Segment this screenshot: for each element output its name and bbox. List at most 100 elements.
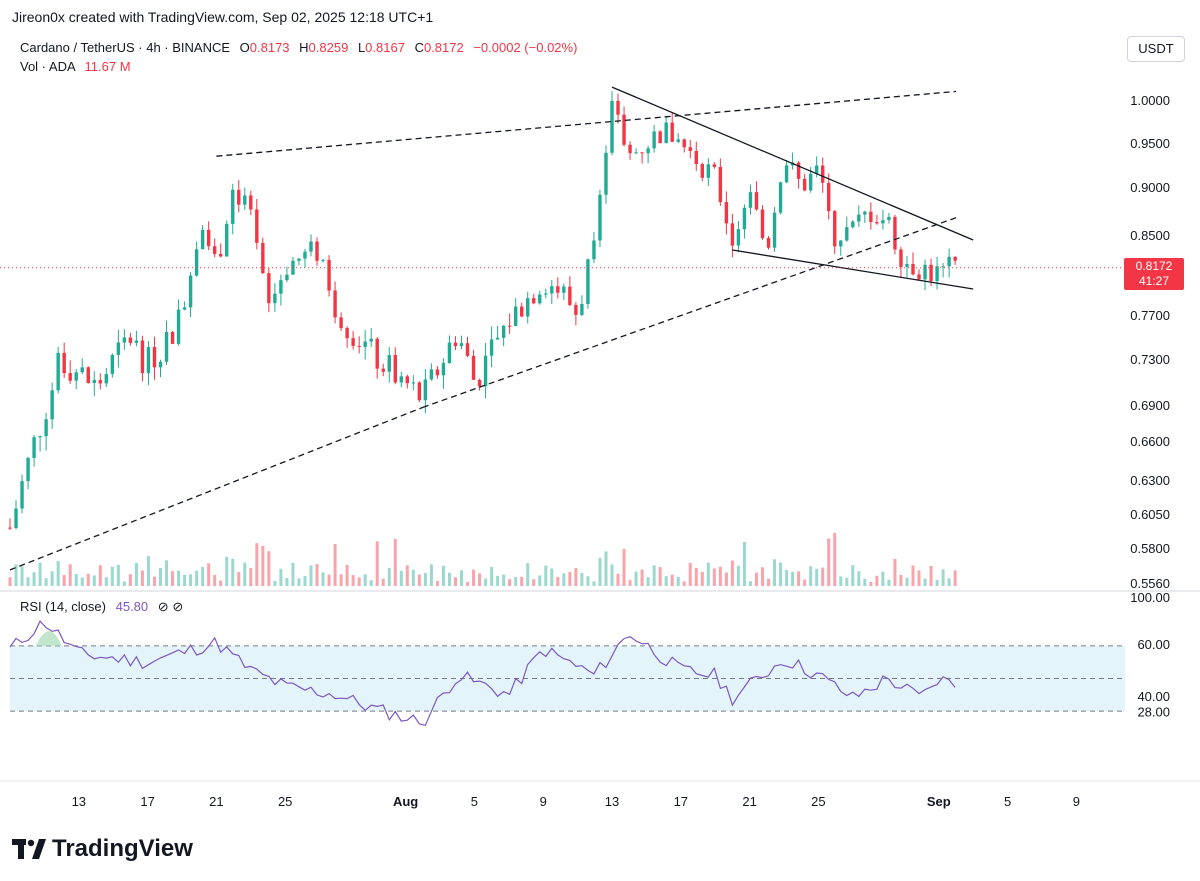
- volume-bar: [598, 558, 602, 586]
- candle: [369, 338, 373, 342]
- volume-bar: [219, 580, 223, 586]
- volume-bar: [297, 578, 301, 586]
- time-tick-label: 17: [674, 794, 688, 809]
- volume-bar: [20, 566, 24, 586]
- volume-bar: [634, 571, 638, 586]
- candle: [303, 251, 307, 259]
- volume-bar: [700, 571, 704, 586]
- volume-bar: [574, 568, 578, 586]
- volume-bar: [478, 573, 482, 586]
- volume-bar: [333, 543, 337, 586]
- candle: [267, 273, 271, 304]
- candle: [423, 379, 428, 401]
- volume-bar: [116, 564, 120, 586]
- chart-credit: Jireon0x created with TradingView.com, S…: [12, 9, 434, 25]
- candle: [658, 131, 662, 144]
- candle: [712, 164, 717, 167]
- volume-bar: [779, 562, 783, 586]
- candle: [38, 436, 42, 438]
- candle: [200, 229, 205, 250]
- volume-bar: [484, 578, 488, 586]
- symbol-name[interactable]: Cardano / TetherUS · 4h · BINANCE: [20, 40, 231, 55]
- volume-bar: [893, 558, 897, 586]
- candle: [110, 354, 115, 374]
- rsi-label[interactable]: RSI (14, close): [20, 599, 106, 614]
- candle: [917, 274, 921, 280]
- candle: [188, 275, 193, 308]
- open-value: 0.8173: [249, 40, 290, 55]
- candle: [664, 122, 668, 144]
- candle: [887, 216, 891, 221]
- candle: [225, 223, 229, 257]
- candle: [652, 131, 656, 149]
- volume-bar: [652, 565, 656, 586]
- candle: [50, 390, 54, 420]
- volume-bar: [556, 576, 560, 586]
- volume-bar: [809, 566, 813, 586]
- volume-bar: [676, 576, 680, 586]
- volume-bar: [165, 560, 169, 586]
- candle: [146, 347, 151, 374]
- candle: [905, 264, 909, 267]
- candle: [610, 100, 614, 153]
- volume-bar: [128, 574, 132, 586]
- volume-bar: [538, 575, 542, 586]
- high-label: H: [299, 40, 309, 55]
- candle: [194, 249, 199, 276]
- volume-bar: [291, 562, 295, 586]
- candle: [682, 139, 686, 148]
- candle: [748, 192, 753, 208]
- bar-countdown: 41:27: [1138, 274, 1170, 288]
- volume-bar: [393, 538, 397, 586]
- candle: [700, 164, 704, 178]
- candle: [206, 229, 211, 247]
- volume-bar: [369, 580, 373, 586]
- candle: [86, 367, 90, 383]
- candle: [8, 527, 12, 529]
- candle: [947, 256, 951, 267]
- hide-icon[interactable]: ⊘: [157, 599, 169, 614]
- candle: [351, 338, 355, 346]
- volume-bar: [315, 564, 319, 586]
- candle: [851, 221, 855, 228]
- volume-bar: [845, 577, 849, 586]
- currency-unit-button[interactable]: USDT: [1127, 36, 1185, 62]
- price-tick-label: 0.5800: [1130, 541, 1170, 556]
- volume-label[interactable]: Vol · ADA: [20, 59, 75, 74]
- candle: [68, 373, 72, 381]
- candle: [237, 189, 241, 205]
- candle: [483, 355, 488, 387]
- price-tick-label: 0.6300: [1130, 473, 1170, 488]
- volume-bar: [947, 578, 951, 586]
- time-tick-label: 21: [742, 794, 756, 809]
- candle: [170, 331, 175, 344]
- candle: [598, 194, 602, 241]
- candle: [429, 369, 434, 380]
- candle: [863, 211, 867, 215]
- candle: [604, 152, 608, 195]
- volume-bar: [869, 581, 873, 586]
- candle: [375, 338, 379, 369]
- volume-bar: [56, 561, 60, 586]
- candle: [44, 419, 48, 437]
- candle: [694, 150, 698, 165]
- volume-bar: [98, 565, 102, 586]
- candle: [640, 152, 644, 154]
- candle: [399, 376, 403, 383]
- volume-bar: [520, 576, 524, 586]
- volume-bar: [742, 541, 746, 586]
- hide-icon[interactable]: ⊘: [172, 599, 184, 614]
- volume-bar: [616, 573, 620, 586]
- volume-bar: [279, 568, 283, 586]
- candle: [243, 195, 247, 205]
- volume-bar: [8, 577, 12, 586]
- volume-bar: [201, 566, 205, 586]
- candle: [501, 325, 506, 338]
- volume-bar: [399, 570, 403, 586]
- volume-bar: [905, 577, 909, 586]
- volume-bar: [496, 575, 500, 586]
- brand-name: TradingView: [52, 835, 193, 862]
- volume-bar: [761, 567, 764, 586]
- volume-bar: [923, 578, 927, 586]
